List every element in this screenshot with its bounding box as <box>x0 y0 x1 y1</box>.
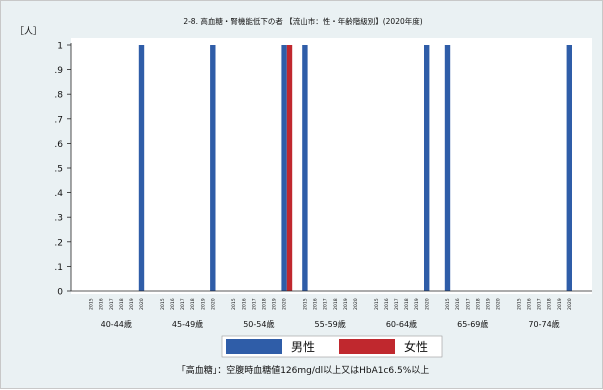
year-tick-label: 2017 <box>394 298 400 310</box>
y-tick-label: .4 <box>54 189 63 199</box>
bar <box>566 45 572 291</box>
legend: 男性 女性 <box>221 335 443 358</box>
bar <box>210 45 216 291</box>
plot-area <box>71 38 592 294</box>
legend-label-male: 男性 <box>291 340 315 354</box>
y-axis-label: ［人］ <box>15 26 42 37</box>
year-tick-label: 2018 <box>262 298 268 310</box>
year-tick-label: 2017 <box>180 298 186 310</box>
year-tick-label: 2018 <box>547 298 553 310</box>
year-tick-label: 2017 <box>251 298 257 310</box>
legend-label-female: 女性 <box>404 339 428 354</box>
year-tick-label: 2015 <box>160 298 166 310</box>
year-tick-label: 2015 <box>374 298 380 310</box>
year-tick-label: 2016 <box>313 298 319 310</box>
group-label: 55-59歳 <box>315 319 346 329</box>
group-label: 45-49歳 <box>172 319 203 329</box>
group-label: 50-54歳 <box>243 319 274 329</box>
year-tick-label: 2016 <box>384 298 390 310</box>
year-tick-label: 2019 <box>272 298 278 310</box>
year-tick-label: 2015 <box>445 298 451 310</box>
year-tick-label: 2018 <box>333 298 339 310</box>
year-tick-label: 2020 <box>353 298 359 310</box>
year-tick-label: 2017 <box>323 298 329 310</box>
legend-swatch-female <box>339 339 395 354</box>
year-tick-label: 2015 <box>89 298 95 310</box>
year-tick-label: 2015 <box>303 298 309 310</box>
year-tick-label: 2016 <box>455 298 461 310</box>
year-tick-label: 2019 <box>343 298 349 310</box>
bar <box>281 45 287 291</box>
bar <box>424 45 430 291</box>
y-tick-label: .5 <box>54 165 63 175</box>
year-tick-label: 2020 <box>210 298 216 310</box>
y-tick-label: .3 <box>54 214 63 224</box>
year-tick-label: 2018 <box>190 298 196 310</box>
year-tick-label: 2018 <box>475 298 481 310</box>
bar <box>286 45 293 291</box>
year-tick-label: 2018 <box>119 298 125 310</box>
year-tick-label: 2019 <box>200 298 206 310</box>
y-tick-label: .9 <box>54 66 63 76</box>
legend-swatch-male <box>226 339 282 354</box>
group-label: 65-69歳 <box>457 319 488 329</box>
y-tick-label: 1 <box>57 42 63 52</box>
year-tick-label: 2015 <box>516 298 522 310</box>
year-tick-label: 2020 <box>139 298 145 310</box>
year-tick-label: 2017 <box>465 298 471 310</box>
y-tick-label: 0 <box>57 288 63 298</box>
year-tick-label: 2017 <box>537 298 543 310</box>
y-tick-label: .1 <box>54 263 63 273</box>
year-tick-label: 2020 <box>567 298 573 310</box>
year-tick-label: 2015 <box>231 298 237 310</box>
group-label: 60-64歳 <box>386 319 417 329</box>
year-tick-label: 2019 <box>557 298 563 310</box>
y-axis: 0 .1 .2 .3 .4 .5 .6 .7 .8 .9 1 <box>54 42 72 298</box>
year-tick-label: 2019 <box>129 298 135 310</box>
year-tick-label: 2016 <box>527 298 533 310</box>
x-axis: 2015 2016 2017 2018 2019 2020 40-44歳 2015 2016 20… <box>71 290 592 329</box>
bar <box>444 45 451 291</box>
y-tick-label: .8 <box>54 91 63 101</box>
y-tick-label: .7 <box>54 115 63 125</box>
y-tick-label: .2 <box>54 238 63 248</box>
bars <box>138 45 572 291</box>
year-tick-label: 2020 <box>282 298 288 310</box>
group-label: 70-74歳 <box>528 319 559 329</box>
year-tick-label: 2019 <box>414 298 420 310</box>
bar <box>302 45 308 291</box>
year-tick-label: 2020 <box>496 298 502 310</box>
year-tick-label: 2019 <box>486 298 492 310</box>
y-tick-label: .6 <box>54 140 63 150</box>
year-tick-label: 2016 <box>241 298 247 310</box>
year-tick-label: 2016 <box>170 298 176 310</box>
year-tick-label: 2020 <box>424 298 430 310</box>
year-tick-label: 2017 <box>109 298 115 310</box>
chart-title: 2-8. 高血糖・腎機能低下の者 【流山市：性・年齢階級別】(2020年度) <box>183 16 422 26</box>
year-tick-label: 2018 <box>404 298 410 310</box>
group-label: 40-44歳 <box>101 319 132 329</box>
bar <box>138 45 145 291</box>
chart-note: 「高血糖」：空腹時血糖値126mg/dl以上又はHbA1c6.5%以上 <box>177 364 430 376</box>
year-tick-label: 2016 <box>99 298 105 310</box>
